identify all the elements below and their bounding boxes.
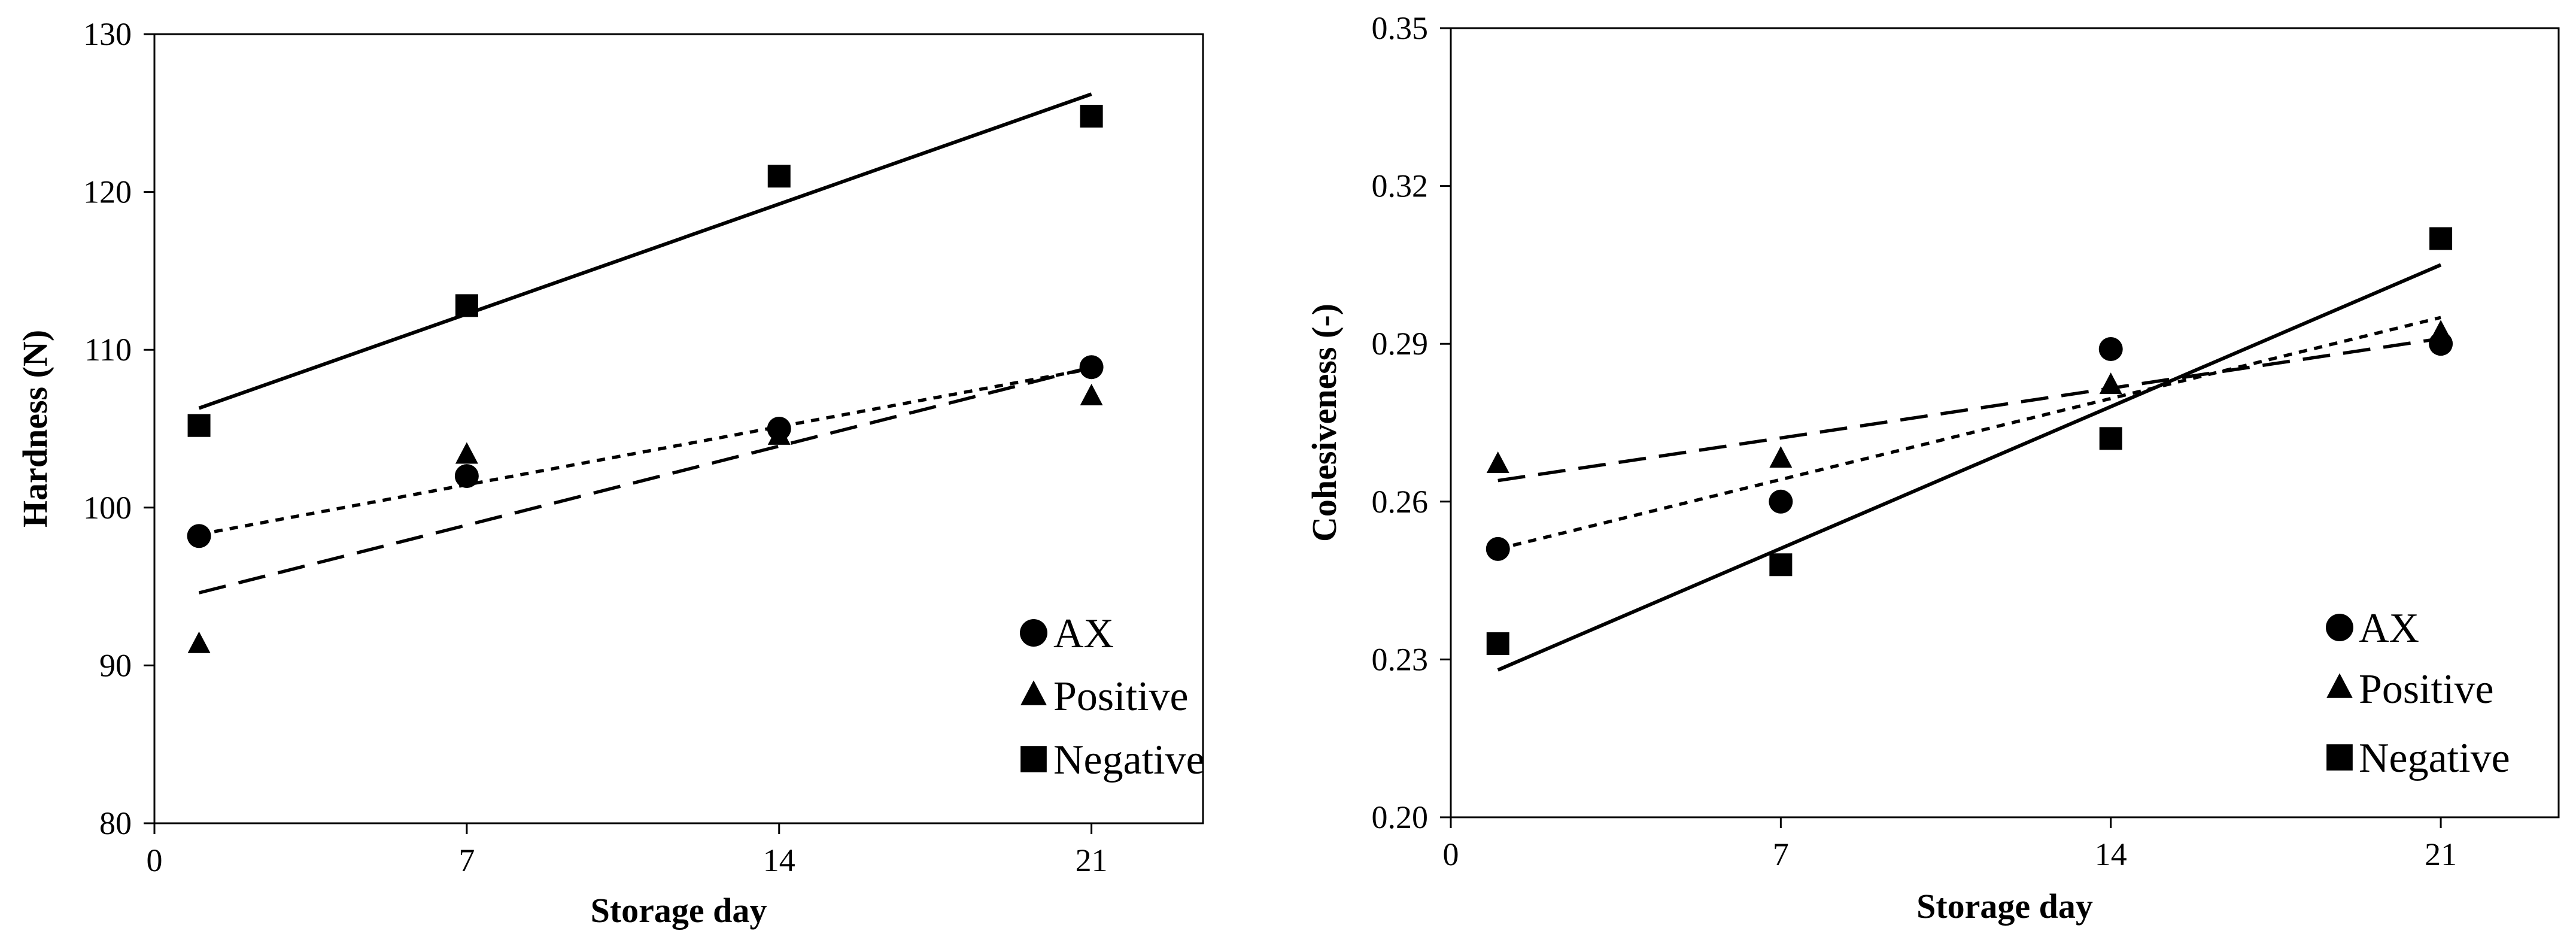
trendline-ax bbox=[1497, 316, 2441, 551]
trendline-negative bbox=[1497, 263, 2442, 672]
point-positive bbox=[187, 631, 211, 653]
x-tick-label: 14 bbox=[763, 842, 795, 878]
point-negative bbox=[1486, 632, 1509, 656]
point-ax bbox=[1486, 536, 1510, 561]
point-positive bbox=[1486, 451, 1509, 473]
point-negative bbox=[2429, 227, 2453, 250]
point-negative bbox=[1769, 553, 1793, 577]
legend-marker-negative bbox=[1020, 746, 1047, 772]
point-ax bbox=[454, 464, 479, 489]
y-axis-label: Cohesiveness (-) bbox=[1305, 304, 1344, 542]
point-ax bbox=[1769, 489, 1793, 514]
x-tick-label: 7 bbox=[1773, 836, 1789, 872]
chart-2: 0.20 0.23 0.26 0.29 0.32 0.35 0 7 14 21 Storage da… bbox=[1305, 10, 2560, 926]
legend-label-positive: Positive bbox=[2359, 666, 2494, 712]
point-positive bbox=[455, 442, 478, 464]
point-positive bbox=[2099, 372, 2122, 395]
x-tick-label: 0 bbox=[1443, 836, 1459, 872]
y-tick-label: 90 bbox=[99, 647, 132, 683]
plot-frame bbox=[1450, 27, 2560, 818]
legend-label-negative: Negative bbox=[2359, 735, 2510, 781]
legend-label-negative: Negative bbox=[1053, 737, 1205, 783]
legend: AX Positive Negative bbox=[1020, 611, 1205, 783]
y-tick-label: 80 bbox=[99, 805, 132, 841]
trendline-positive bbox=[198, 365, 1092, 595]
point-positive bbox=[767, 423, 791, 445]
x-axis-label: Storage day bbox=[1916, 887, 2093, 926]
point-negative bbox=[187, 414, 211, 437]
x-tick-label: 21 bbox=[1076, 842, 1108, 878]
trendline-positive bbox=[1497, 336, 2441, 483]
point-positive bbox=[1080, 383, 1103, 405]
plot-frame bbox=[153, 33, 1204, 824]
legend-label-ax: AX bbox=[2359, 605, 2419, 651]
legend-marker-positive bbox=[2326, 673, 2353, 698]
legend: AX Positive Negative bbox=[2326, 605, 2510, 781]
legend-label-positive: Positive bbox=[1053, 674, 1189, 720]
x-tick-label: 14 bbox=[2095, 836, 2127, 872]
y-tick-label: 0.29 bbox=[1372, 326, 1429, 362]
point-negative bbox=[2099, 427, 2122, 450]
point-ax bbox=[2098, 336, 2123, 361]
y-axis-label: Hardness (N) bbox=[16, 330, 54, 527]
x-tick-label: 7 bbox=[458, 842, 475, 878]
y-tick-label: 0.26 bbox=[1372, 484, 1429, 520]
point-positive bbox=[1769, 446, 1793, 468]
x-tick-label: 21 bbox=[2425, 836, 2457, 872]
chart-1: 80 90 100 110 120 130 0 7 14 21 Storage day Hardnes… bbox=[16, 16, 1205, 930]
y-tick-label: 120 bbox=[83, 174, 132, 210]
point-positive bbox=[2429, 320, 2453, 342]
y-tick-label: 130 bbox=[83, 16, 132, 52]
point-negative bbox=[1080, 105, 1103, 128]
y-tick-label: 0.20 bbox=[1372, 799, 1429, 835]
point-negative bbox=[455, 294, 478, 317]
point-ax bbox=[1079, 355, 1104, 380]
point-negative bbox=[767, 165, 791, 188]
y-tick-label: 110 bbox=[84, 332, 132, 368]
x-tick-label: 0 bbox=[147, 842, 163, 878]
point-ax bbox=[187, 524, 211, 548]
y-tick-label: 100 bbox=[83, 490, 132, 526]
y-tick-label: 0.23 bbox=[1372, 641, 1429, 677]
legend-marker-ax bbox=[2326, 614, 2353, 641]
y-tick-label: 0.35 bbox=[1372, 10, 1429, 46]
x-axis-label: Storage day bbox=[591, 891, 767, 930]
legend-marker-negative bbox=[2326, 744, 2353, 771]
legend-marker-positive bbox=[1020, 680, 1047, 705]
trendline-negative bbox=[198, 92, 1092, 410]
y-tick-label: 0.32 bbox=[1372, 168, 1429, 204]
legend-label-ax: AX bbox=[1053, 611, 1114, 657]
trendline-ax bbox=[199, 367, 1092, 536]
legend-marker-ax bbox=[1020, 619, 1047, 647]
